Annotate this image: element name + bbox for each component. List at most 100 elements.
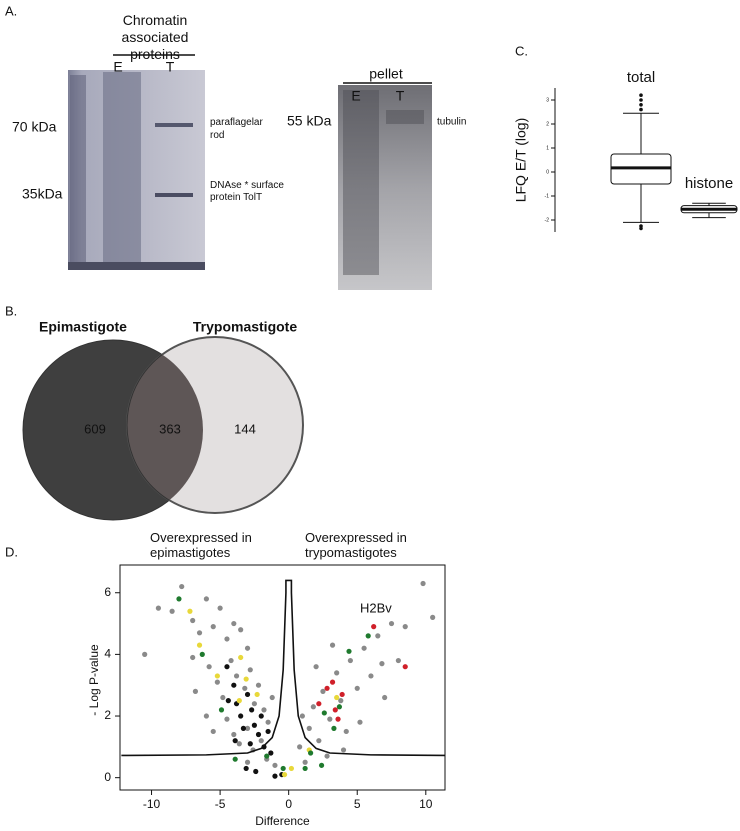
point	[331, 725, 337, 731]
point	[264, 753, 270, 759]
point	[375, 633, 381, 639]
point	[261, 707, 267, 713]
point	[244, 725, 251, 731]
count-label: 363	[159, 421, 181, 436]
lane-label: E	[113, 59, 122, 75]
point	[288, 765, 295, 772]
point	[255, 682, 262, 688]
point	[238, 627, 244, 633]
point	[238, 654, 244, 661]
point	[240, 725, 247, 731]
point	[281, 771, 288, 778]
lane-label: T	[166, 59, 175, 75]
band-label: DNAse * surface protein TolT	[210, 180, 284, 203]
point	[269, 694, 275, 701]
point	[224, 664, 230, 670]
point	[247, 741, 253, 747]
point	[313, 664, 319, 670]
y-axis-label: LFQ E/T (log)	[513, 118, 529, 203]
point	[224, 636, 230, 642]
point	[231, 731, 237, 738]
gel-ladder	[70, 75, 86, 265]
point	[169, 608, 175, 614]
gel-title: pellet	[369, 66, 403, 82]
point	[232, 756, 238, 762]
panel-label: A.	[5, 3, 17, 18]
x-tick-label: 0	[285, 797, 292, 811]
point	[272, 762, 278, 768]
point	[316, 738, 322, 744]
point	[306, 725, 312, 731]
point	[402, 624, 408, 630]
y-tick-label: -2	[545, 217, 550, 223]
point	[346, 648, 352, 654]
marker-label: 70 kDa	[12, 119, 57, 135]
y-tick-label: 1	[546, 145, 549, 151]
band-label: tubulin	[437, 117, 466, 128]
point	[395, 657, 401, 664]
point	[334, 670, 340, 676]
point	[280, 765, 286, 772]
point	[371, 624, 377, 630]
point	[225, 698, 231, 704]
point	[196, 642, 203, 648]
point	[258, 738, 264, 744]
point	[155, 605, 161, 611]
x-tick-label: 5	[354, 797, 361, 811]
x-tick-label: -10	[143, 797, 161, 811]
point	[255, 731, 262, 738]
point	[324, 685, 330, 691]
plot-frame	[119, 564, 446, 791]
count-label: 609	[84, 421, 106, 436]
point	[231, 682, 237, 688]
point	[324, 753, 330, 759]
point	[196, 630, 203, 636]
set-label: Epimastigote	[39, 319, 127, 335]
point	[244, 691, 251, 698]
point	[268, 750, 274, 756]
point	[388, 620, 395, 627]
point	[236, 698, 242, 704]
point	[218, 707, 225, 713]
point	[382, 694, 388, 701]
x-tick-label: 10	[419, 797, 433, 811]
set-label: Trypomastigote	[193, 319, 297, 335]
point	[251, 722, 257, 728]
y-tick-label: -1	[545, 193, 550, 199]
category-label: histone	[685, 175, 733, 192]
point	[430, 614, 436, 620]
gel-title: Chromatin associated proteins	[121, 12, 189, 62]
lane-label: E	[351, 88, 360, 104]
y-tick-label: 0	[104, 770, 111, 784]
annotation: H2Bv	[360, 600, 392, 615]
point	[220, 694, 226, 701]
point	[244, 759, 251, 765]
venn-overlap	[126, 340, 203, 514]
x-tick-label: -5	[215, 797, 226, 811]
point	[310, 704, 316, 710]
point	[335, 716, 341, 722]
point	[179, 583, 185, 590]
point	[224, 716, 230, 722]
point	[242, 685, 248, 691]
gel-band	[155, 193, 193, 197]
point	[347, 657, 353, 664]
point	[318, 762, 325, 768]
y-tick-label: 2	[104, 708, 111, 722]
point	[365, 633, 371, 639]
point	[265, 728, 271, 735]
point	[253, 768, 259, 775]
point	[190, 617, 196, 624]
panel-label: D.	[5, 544, 18, 559]
point	[327, 716, 333, 722]
gel-band	[155, 123, 193, 127]
marker-label: 55 kDa	[287, 113, 332, 129]
outlier	[639, 226, 643, 231]
point	[244, 645, 251, 651]
point	[379, 661, 385, 667]
category-label: total	[627, 69, 655, 86]
point	[361, 645, 367, 651]
point	[203, 713, 209, 719]
point	[340, 747, 347, 753]
point	[302, 759, 308, 765]
